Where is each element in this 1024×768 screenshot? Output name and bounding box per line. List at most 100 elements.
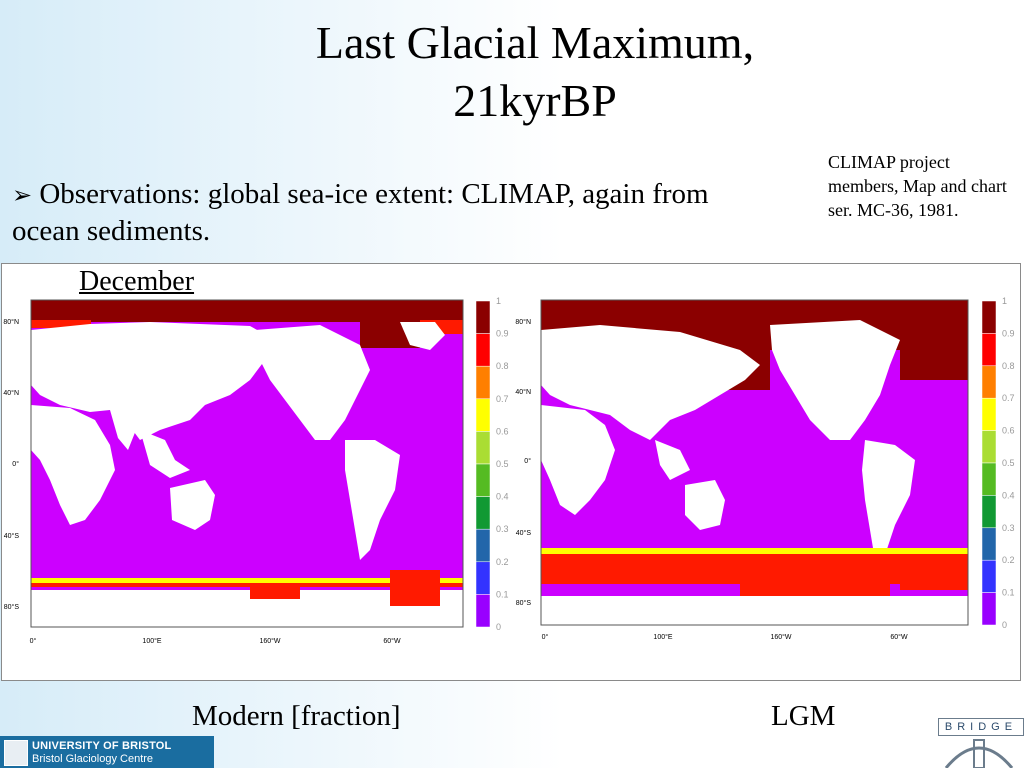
colorbar-tick-label: 0.9 xyxy=(1002,328,1015,338)
lon-tick-label: 60°W xyxy=(890,633,908,641)
colorbar-tick-label: 0.6 xyxy=(1002,426,1015,436)
lat-tick-label: 0° xyxy=(12,460,19,468)
map-lgm-southern-ice-edge xyxy=(541,548,968,554)
colorbar-tick-label: 0 xyxy=(496,622,501,632)
colorbar-bin xyxy=(475,594,491,628)
colorbar-tick-label: 0.9 xyxy=(496,329,509,339)
colorbar-tick-label: 1 xyxy=(1002,296,1007,306)
colorbar-tick-label: 1 xyxy=(496,296,501,306)
lat-tick-label: 80°S xyxy=(4,603,20,611)
colorbar-tick-label: 0 xyxy=(1002,620,1007,630)
colorbar-lgm: 1 0.9 0.8 0.7 0.6 0.5 0.4 0.3 0.2 0.1 0 xyxy=(981,296,1015,630)
colorbar-tick-label: 0.3 xyxy=(496,524,509,534)
colorbar-bin xyxy=(981,365,997,399)
map-lgm-land-namerica xyxy=(770,320,900,440)
lon-tick-label: 160°W xyxy=(770,633,791,641)
map-lgm-land-australia xyxy=(685,480,725,530)
university-logo: UNIVERSITY OF BRISTOL Bristol Glaciology… xyxy=(0,736,214,768)
centre-name: Bristol Glaciology Centre xyxy=(32,753,154,765)
map-modern-land-seasia xyxy=(140,430,190,478)
map-modern-southern-ice-edge xyxy=(31,578,463,583)
colorbar-tick-label: 0.8 xyxy=(1002,361,1015,371)
map-modern-land-india xyxy=(110,410,138,450)
slide-title-line1: Last Glacial Maximum, xyxy=(315,17,755,68)
colorbar-bin xyxy=(475,431,491,465)
colorbar-bin xyxy=(981,462,997,496)
citation-text: CLIMAP project members, Map and chart se… xyxy=(828,152,1007,220)
lat-tick-label: 0° xyxy=(524,457,531,465)
colorbar-bin xyxy=(475,365,491,400)
lat-tick-label: 80°N xyxy=(3,318,19,326)
lat-tick-label: 40°S xyxy=(4,532,20,540)
colorbar-tick-label: 0.5 xyxy=(1002,458,1015,468)
colorbar-bin xyxy=(475,300,491,334)
colorbar-bin xyxy=(981,333,997,367)
lat-tick-label: 40°N xyxy=(515,388,531,396)
colorbar-tick-label: 0.7 xyxy=(1002,393,1015,403)
colorbar-bin xyxy=(475,333,491,367)
colorbar-bin xyxy=(475,528,491,563)
colorbar-tick-label: 0.1 xyxy=(1002,588,1015,598)
map-modern-land-samerica xyxy=(345,440,400,560)
colorbar-bin xyxy=(981,397,997,431)
map-lgm-land-seasia xyxy=(655,440,690,480)
colorbar-tick-label: 0.2 xyxy=(1002,555,1015,565)
lon-tick-label: 100°E xyxy=(653,633,672,641)
map-lgm-land-samerica xyxy=(862,440,915,560)
colorbar-tick-label: 0.2 xyxy=(496,557,509,567)
axis-labels-lgm: 80°N 40°N 0° 40°S 80°S 0° 100°E 160°W 60°W xyxy=(515,318,908,641)
colorbar-bin xyxy=(475,398,491,432)
colorbar-bin xyxy=(475,463,491,497)
map-modern-land-australia xyxy=(170,480,215,530)
slide-title: Last Glacial Maximum, 21kyrBP xyxy=(200,14,870,130)
bullet-point: ➢ Observations: global sea-ice extent: C… xyxy=(12,176,712,249)
colorbar-bin xyxy=(981,300,997,334)
caption-modern: Modern [fraction] xyxy=(192,700,401,732)
colorbar-bin xyxy=(981,495,997,529)
panel-month-label: December xyxy=(79,266,195,297)
map-modern-land-greenland xyxy=(400,322,445,350)
lon-tick-label: 0° xyxy=(30,637,37,645)
colorbar-bin xyxy=(475,561,491,595)
colorbar-tick-label: 0.4 xyxy=(1002,490,1015,500)
lat-tick-label: 80°S xyxy=(516,599,532,607)
bullet-arrow-icon: ➢ xyxy=(12,181,33,209)
lon-tick-label: 160°W xyxy=(259,637,280,645)
map-lgm-land-eurasia xyxy=(541,325,760,440)
map-lgm xyxy=(540,299,969,626)
lat-tick-label: 40°N xyxy=(3,389,19,397)
lon-tick-label: 0° xyxy=(542,633,549,641)
colorbar-modern: 1 0.9 0.8 0.7 0.6 0.5 0.4 0.3 0.2 0.1 0 xyxy=(475,296,509,632)
map-modern-land-africa xyxy=(31,405,115,525)
colorbar-tick-label: 0.5 xyxy=(496,459,509,469)
map-modern-land-namerica xyxy=(255,325,370,440)
colorbar-bin xyxy=(981,527,997,561)
lon-tick-label: 100°E xyxy=(142,637,161,645)
caption-lgm: LGM xyxy=(771,700,836,732)
bridge-logo-text: BRIDGE xyxy=(938,718,1024,736)
map-lgm-land-antarctica xyxy=(541,596,968,625)
map-lgm-land-africa xyxy=(541,405,615,515)
slide-title-line2: 21kyrBP xyxy=(453,75,617,126)
bullet-text: Observations: global sea-ice extent: CLI… xyxy=(12,178,709,247)
university-crest-icon xyxy=(4,740,28,766)
colorbar-tick-label: 0.4 xyxy=(496,492,509,502)
map-modern-arctic-ice xyxy=(31,300,463,322)
bridge-arch-icon xyxy=(944,739,1014,768)
lat-tick-label: 80°N xyxy=(515,318,531,326)
colorbar-tick-label: 0.6 xyxy=(496,426,509,436)
colorbar-tick-label: 0.8 xyxy=(496,361,509,371)
axis-labels-modern: 80°N 40°N 0° 40°S 80°S 0° 100°E 160°W 60°W xyxy=(3,318,401,645)
colorbar-bin xyxy=(475,496,491,530)
university-name: UNIVERSITY OF BRISTOL xyxy=(32,740,172,752)
map-modern-land-eurasia xyxy=(31,322,275,440)
colorbar-tick-label: 0.7 xyxy=(496,394,509,404)
lon-tick-label: 60°W xyxy=(383,637,401,645)
map-modern xyxy=(30,299,464,628)
colorbar-bin xyxy=(981,592,997,626)
colorbar-bin xyxy=(981,430,997,464)
bridge-logo: BRIDGE xyxy=(936,718,1024,768)
colorbar-tick-label: 0.3 xyxy=(1002,523,1015,533)
lat-tick-label: 40°S xyxy=(516,529,532,537)
